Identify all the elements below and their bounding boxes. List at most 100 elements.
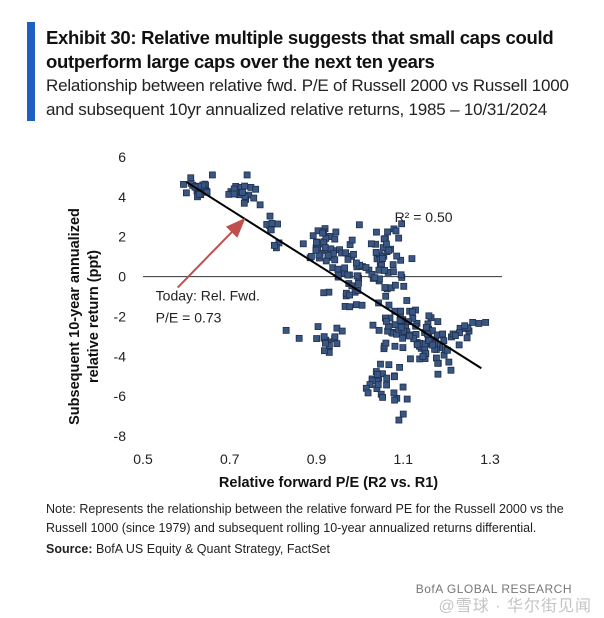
scatter-point bbox=[331, 333, 339, 341]
scatter-point bbox=[391, 342, 399, 350]
scatter-point bbox=[381, 284, 389, 291]
scatter-point bbox=[434, 359, 442, 367]
scatter-point bbox=[252, 185, 260, 193]
scatter-point bbox=[364, 389, 372, 397]
scatter-point bbox=[408, 255, 416, 263]
scatter-point bbox=[385, 361, 393, 369]
scatter-point bbox=[352, 301, 360, 309]
scatter-point bbox=[266, 212, 274, 220]
scatter-point bbox=[350, 250, 357, 258]
scatter-point bbox=[395, 234, 403, 242]
scatter-point bbox=[379, 255, 386, 262]
scatter-point bbox=[391, 396, 398, 404]
scatter-point bbox=[341, 264, 349, 272]
scatter-point bbox=[408, 308, 416, 316]
y-tick-label: -4 bbox=[114, 348, 127, 364]
scatter-point bbox=[397, 256, 405, 264]
footer: Note: Represents the relationship betwee… bbox=[46, 500, 586, 559]
scatter-point bbox=[346, 291, 354, 299]
scatter-point bbox=[321, 347, 328, 355]
scatter-point bbox=[447, 366, 455, 374]
scatter-point bbox=[461, 322, 469, 330]
scatter-point bbox=[331, 235, 339, 243]
scatter-point bbox=[195, 190, 203, 198]
scatter-point bbox=[344, 256, 352, 263]
scatter-point bbox=[451, 332, 459, 340]
scatter-point bbox=[406, 332, 413, 340]
scatter-point bbox=[308, 253, 315, 260]
scatter-point bbox=[463, 334, 471, 342]
scatter-point bbox=[182, 189, 190, 197]
scatter-point bbox=[369, 321, 377, 329]
x-axis-title: Relative forward P/E (R2 vs. R1) bbox=[219, 475, 438, 491]
scatter-point bbox=[429, 341, 436, 349]
scatter-point bbox=[373, 228, 380, 236]
y-axis-title-line: Subsequent 10-year annualized bbox=[67, 208, 83, 425]
scatter-point bbox=[295, 334, 303, 342]
scatter-point bbox=[434, 318, 442, 325]
scatter-point bbox=[390, 268, 397, 276]
scatter-point bbox=[270, 241, 278, 249]
scatter-point bbox=[385, 301, 393, 309]
scatter-point bbox=[475, 320, 483, 327]
watermark-text: @雪球 · 华尔街见闻 bbox=[438, 598, 592, 615]
exhibit-header: Exhibit 30: Relative multiple suggests t… bbox=[46, 26, 596, 122]
y-tick-label: -2 bbox=[114, 308, 127, 324]
scatter-point bbox=[425, 312, 433, 320]
exhibit-subtitle: Relationship between relative fwd. P/E o… bbox=[46, 76, 569, 119]
scatter-point bbox=[331, 256, 339, 264]
scatter-point bbox=[399, 410, 407, 418]
exhibit-title: Exhibit 30: Relative multiple suggests t… bbox=[46, 27, 554, 72]
scatter-point bbox=[321, 244, 329, 251]
scatter-point bbox=[299, 240, 307, 248]
annotation-line-2: P/E = 0.73 bbox=[156, 310, 222, 326]
scatter-point bbox=[314, 323, 322, 330]
scatter-point bbox=[333, 340, 341, 348]
y-tick-label: -6 bbox=[114, 388, 127, 404]
scatter-point bbox=[393, 252, 401, 260]
scatter-point bbox=[367, 240, 375, 248]
scatter-point bbox=[187, 174, 195, 182]
scatter-point bbox=[322, 339, 329, 347]
scatter-point bbox=[374, 371, 381, 378]
scatter-point bbox=[366, 381, 374, 388]
scatter-point bbox=[399, 334, 407, 342]
scatter-point bbox=[358, 301, 366, 309]
scatter-point bbox=[445, 358, 453, 366]
scatter-point bbox=[396, 363, 403, 371]
scatter-point bbox=[395, 416, 403, 424]
scatter-point bbox=[274, 220, 281, 228]
scatter-point bbox=[348, 236, 356, 244]
scatter-point bbox=[230, 190, 238, 198]
annotation-line-1: Today: Rel. Fwd. bbox=[156, 288, 260, 304]
scatter-point bbox=[383, 374, 391, 382]
scatter-point bbox=[355, 279, 362, 287]
scatter-point bbox=[240, 199, 248, 207]
scatter-point bbox=[208, 171, 216, 179]
scatter-point bbox=[407, 355, 414, 363]
scatter-point bbox=[320, 333, 328, 341]
y-tick-label: 0 bbox=[118, 269, 126, 285]
scatter-point bbox=[434, 370, 442, 378]
accent-bar bbox=[27, 22, 35, 121]
y-axis-title: Subsequent 10-year annualized relative re… bbox=[67, 208, 102, 425]
scatter-point bbox=[397, 271, 405, 279]
scatter-point bbox=[413, 341, 421, 349]
y-tick-label: 6 bbox=[118, 149, 126, 165]
scatter-point bbox=[372, 248, 380, 256]
scatter-point bbox=[379, 393, 387, 401]
scatter-point bbox=[312, 246, 320, 254]
scatter-point bbox=[334, 265, 342, 273]
scatter-point bbox=[250, 194, 258, 202]
scatter-point bbox=[338, 327, 346, 335]
brand-label: BofA GLOBAL RESEARCH bbox=[415, 582, 572, 596]
scatter-point bbox=[324, 251, 332, 259]
scatter-point bbox=[320, 289, 328, 297]
scatter-point bbox=[375, 266, 383, 274]
scatter-point bbox=[469, 319, 477, 326]
scatter-point bbox=[355, 221, 363, 229]
scatter-point bbox=[382, 292, 390, 300]
y-tick-label: -8 bbox=[114, 428, 127, 444]
scatter-point bbox=[243, 171, 251, 179]
